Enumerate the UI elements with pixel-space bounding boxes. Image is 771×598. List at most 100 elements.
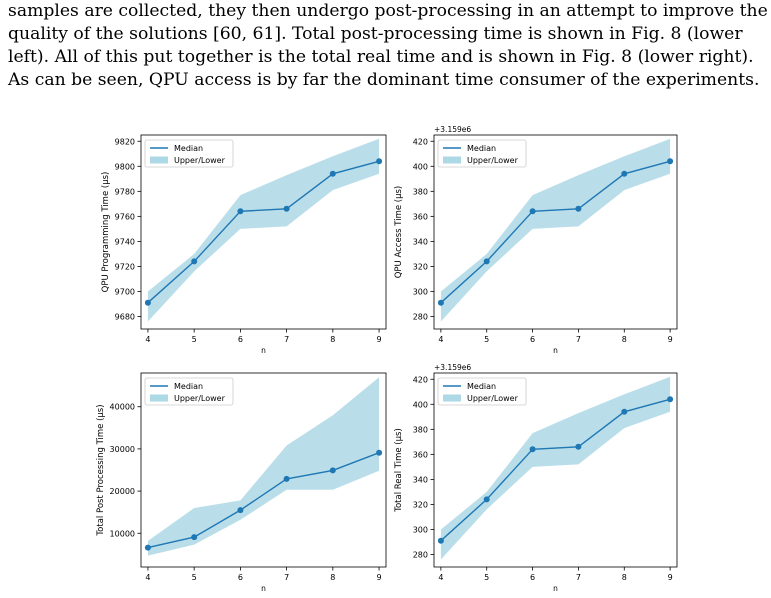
legend-band-swatch (150, 156, 168, 164)
upper-lower-band (147, 138, 380, 322)
median-point (483, 496, 490, 503)
median-point (237, 208, 244, 215)
y-tick-label: 380 (413, 425, 428, 434)
median-line (440, 160, 671, 304)
x-tick-label: 7 (576, 573, 581, 582)
legend-label-median: Median (174, 144, 203, 153)
y-tick-label: 400 (413, 400, 428, 409)
chart-panel-3: 4 5 6 7 8 9 n 10000 20000 30000 40000 Total Post Pr… (96, 372, 387, 593)
axes-frame (140, 372, 387, 568)
legend: Median Upper/Lower (144, 377, 234, 406)
median-point (667, 158, 674, 165)
legend: Median Upper/Lower (144, 139, 234, 168)
x-tick-label: 6 (530, 335, 535, 344)
offset-text: +3.159e6 (434, 363, 471, 372)
chart-panel-1: 4 5 6 7 8 9 n 9680 9700 9720 9740 9760 9780 9800 9820 Q… (101, 134, 387, 355)
median-point (529, 446, 536, 453)
median-point (437, 299, 444, 306)
x-tick-label: 8 (622, 573, 627, 582)
x-tick-label: 9 (377, 335, 382, 344)
median-point (283, 205, 290, 212)
y-tick-label: 9700 (115, 287, 135, 296)
legend-label-upper-lower: Upper/Lower (174, 394, 226, 403)
x-tick-label: 4 (145, 335, 150, 344)
median-line (147, 452, 380, 549)
y-tick-label: 380 (413, 187, 428, 196)
y-tick-label: 30000 (110, 445, 135, 454)
legend-label-median: Median (467, 144, 496, 153)
legend-label-upper-lower: Upper/Lower (174, 156, 226, 165)
y-tick-label: 10000 (110, 529, 135, 538)
x-tick-label: 9 (668, 335, 673, 344)
y-tick-label: 320 (413, 262, 428, 271)
y-tick-label: 9780 (115, 187, 135, 196)
median-point (376, 449, 383, 456)
x-tick-label: 5 (484, 335, 489, 344)
median-point (329, 467, 336, 474)
median-point (191, 258, 198, 265)
x-tick-label: 8 (330, 335, 335, 344)
x-tick-label: 5 (484, 573, 489, 582)
x-tick-label: 9 (668, 573, 673, 582)
y-axis-label: QPU Programming Time (μs) (101, 172, 111, 293)
legend: Median Upper/Lower (437, 139, 527, 168)
y-tick-label: 360 (413, 212, 428, 221)
x-tick-label: 4 (438, 573, 443, 582)
y-tick-label: 320 (413, 500, 428, 509)
y-tick-label: 300 (413, 525, 428, 534)
x-tick-label: 6 (238, 573, 243, 582)
median-point (376, 158, 383, 165)
y-tick-label: 280 (413, 550, 428, 559)
median-point (237, 507, 244, 514)
legend-label-median: Median (467, 382, 496, 391)
paragraph-line: left). All of this put together is the t… (8, 47, 754, 67)
x-tick-label: 7 (576, 335, 581, 344)
median-point (621, 170, 628, 177)
axes-frame (433, 134, 678, 330)
x-axis-label: n (553, 584, 558, 593)
y-tick-label: 300 (413, 287, 428, 296)
x-tick-label: 4 (145, 573, 150, 582)
x-axis-label: n (261, 584, 266, 593)
y-axis-label: Total Real Time (μs) (394, 428, 404, 513)
y-tick-label: 9720 (115, 262, 135, 271)
x-axis-label: n (553, 346, 558, 355)
y-tick-label: 9740 (115, 237, 135, 246)
median-point (621, 408, 628, 415)
x-tick-label: 6 (238, 335, 243, 344)
median-point (329, 170, 336, 177)
y-tick-label: 9800 (115, 162, 135, 171)
x-tick-label: 5 (192, 335, 197, 344)
legend: Median Upper/Lower (437, 377, 527, 406)
median-point (283, 475, 290, 482)
upper-lower-band (440, 138, 671, 322)
x-tick-label: 5 (192, 573, 197, 582)
y-axis-label: QPU Access Time (μs) (394, 186, 404, 279)
y-tick-label: 40000 (110, 403, 135, 412)
x-tick-label: 8 (330, 573, 335, 582)
median-line (147, 160, 380, 304)
x-tick-label: 4 (438, 335, 443, 344)
legend-band-swatch (443, 394, 461, 402)
upper-lower-band (440, 376, 671, 560)
paragraph-line: quality of the solutions [60, 61]. Total… (8, 24, 743, 44)
y-tick-label: 20000 (110, 487, 135, 496)
legend-band-swatch (443, 156, 461, 164)
chart-panel-2: 4 5 6 7 8 9 n 280 300 320 340 360 380 400 420 QPU Acces… (394, 125, 678, 355)
paragraph-line: As can be seen, QPU access is by far the… (8, 70, 760, 90)
y-axis-label: Total Post Processing Time (μs) (96, 404, 106, 536)
x-tick-label: 8 (622, 335, 627, 344)
body-paragraph: samples are collected, they then undergo… (8, 0, 768, 92)
median-point (437, 537, 444, 544)
median-point (483, 258, 490, 265)
y-tick-label: 9680 (115, 312, 135, 321)
y-tick-label: 420 (413, 375, 428, 384)
x-axis-label: n (261, 346, 266, 355)
median-point (575, 443, 582, 450)
legend-label-upper-lower: Upper/Lower (467, 156, 519, 165)
median-point (529, 208, 536, 215)
legend-label-upper-lower: Upper/Lower (467, 394, 519, 403)
y-tick-label: 400 (413, 162, 428, 171)
offset-text: +3.159e6 (434, 125, 471, 134)
